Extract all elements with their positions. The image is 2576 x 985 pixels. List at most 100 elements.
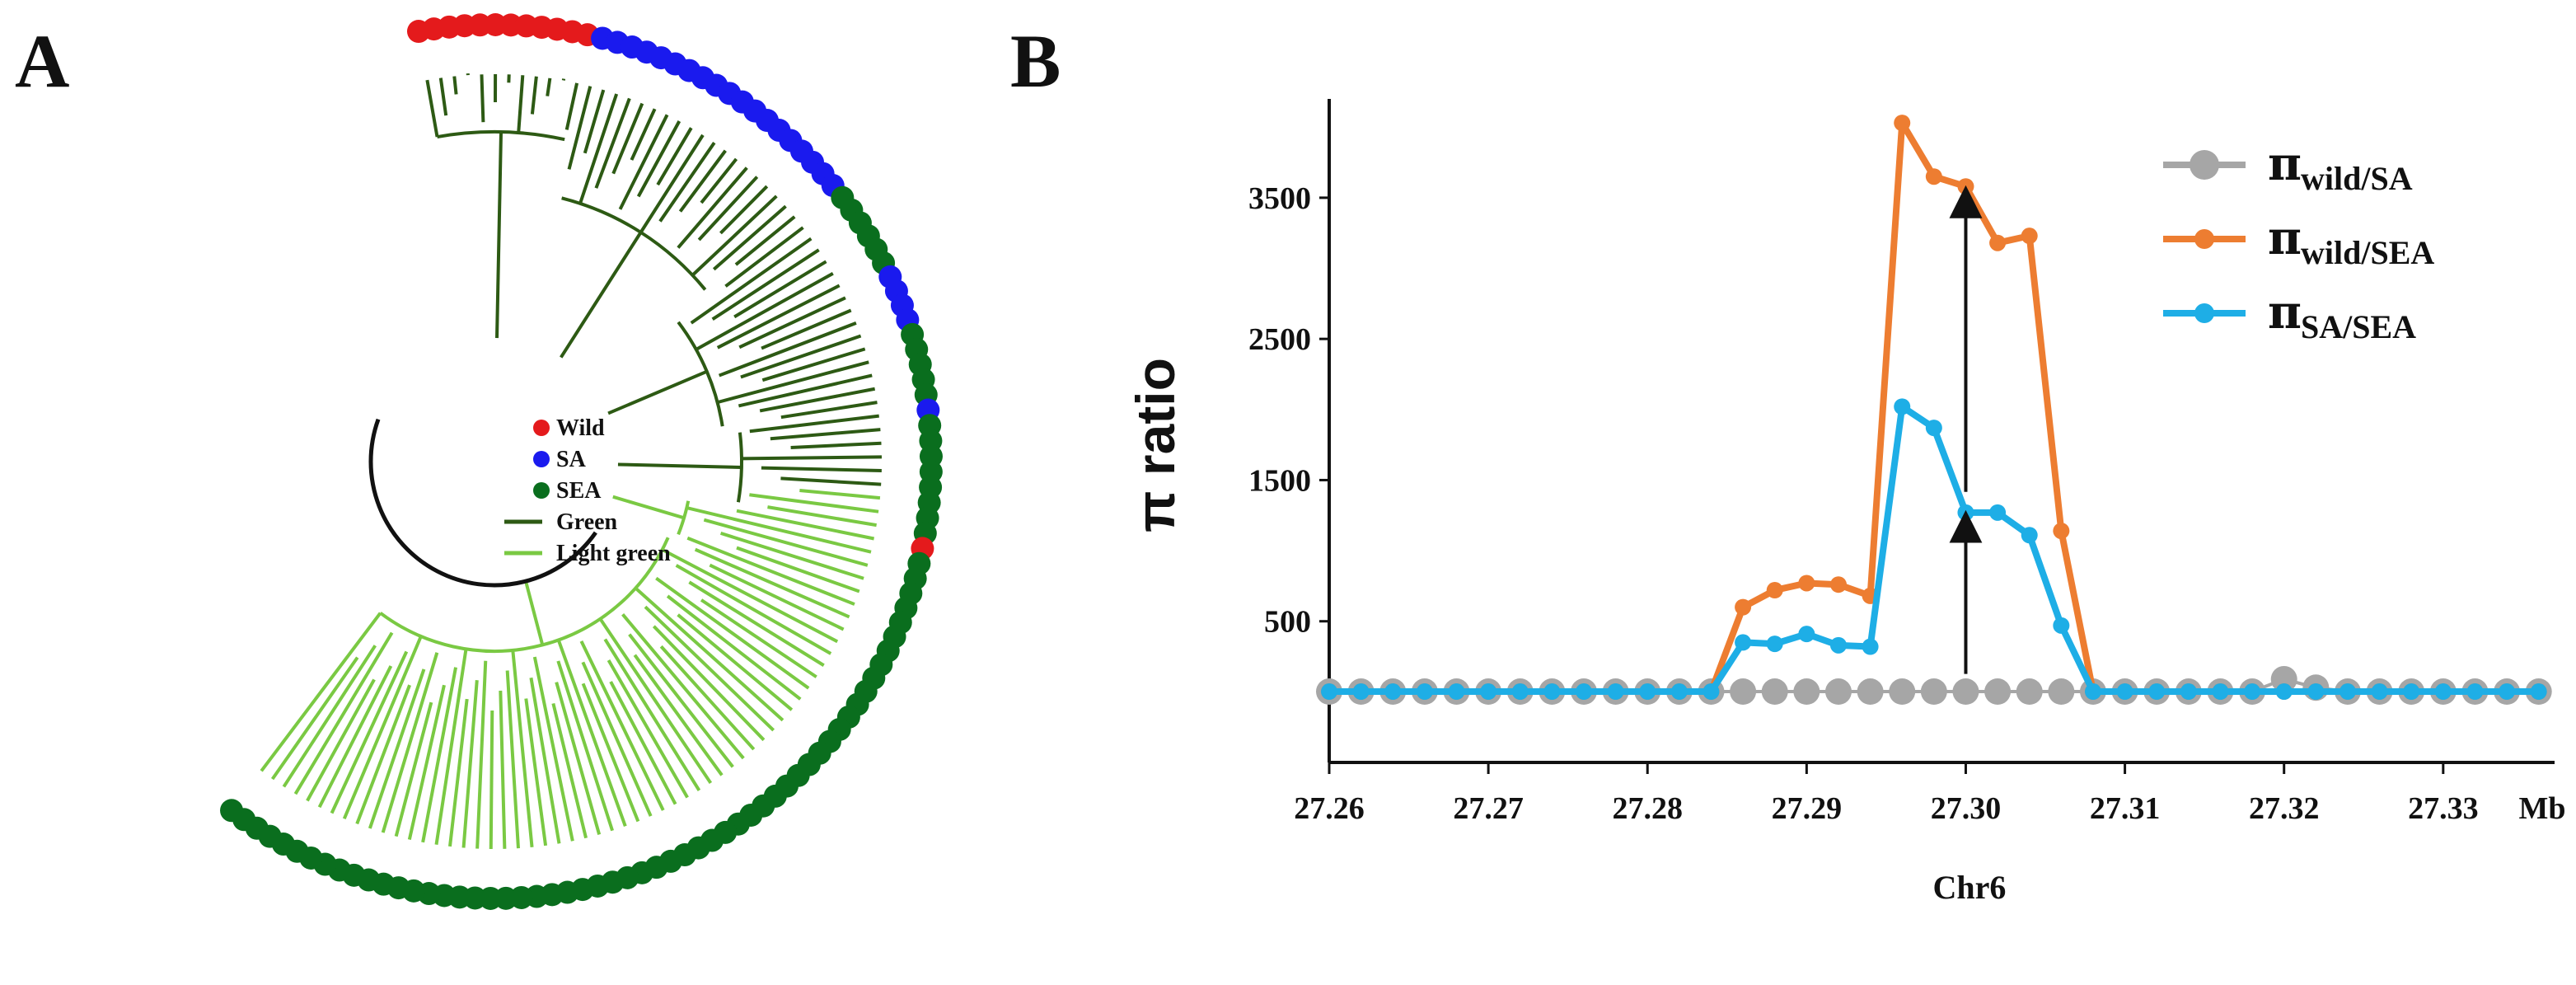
tree-leaf-branch [749,493,879,514]
tree-leaf-branch [293,631,394,795]
tree-leaf-branch [355,684,411,825]
tree-leaf-branch [686,506,872,554]
series-point [1511,683,1529,701]
x-tick-label: 27.33 [2408,791,2479,826]
panel-a-letter: A [15,19,69,103]
tree-leaf-branch [317,665,393,809]
tree-leaf-branch [618,114,669,210]
series-point [1894,398,1911,415]
series-point [2403,683,2420,701]
legend-subscript: SA/SEA [2301,308,2416,345]
tree-clade-stem [607,369,708,415]
tree-leaf-branch [611,102,644,175]
tree-leaf-branch [603,638,701,792]
series-point [1989,234,2007,251]
tree-leaf-branch [499,690,507,849]
series-point [1730,678,1757,706]
tree-leaf-branch [694,547,850,619]
series-point [1639,683,1656,701]
tree-leaf-branch [761,308,852,350]
tree-leaf-branch [644,605,775,732]
tree-clade-stem [617,462,742,470]
legend-wild-dot [533,420,550,436]
chart-axes: 500 1500 2500 3500 27.26 27.27 27.28 27.29 27.30… [1248,99,2566,826]
tree-leaf-branch [532,656,574,842]
tree-leaf-branch [652,625,766,742]
tree-clade-stem [524,580,545,645]
legend-subscript: wild/SA [2301,160,2413,197]
series-point [2434,683,2452,701]
series-point [1448,683,1465,701]
tree-leaf-branch [759,387,876,413]
series-point [2307,683,2325,701]
series-point [1735,634,1752,651]
tree-leaf-branch [655,576,810,690]
series-point [1793,678,1820,706]
panel-b-letter: B [1010,19,1061,103]
tree-leaf-branch [719,185,769,235]
legend-sa-dot [533,451,550,467]
tree-leaf-branch [700,598,817,678]
tree-leaf-branch [770,428,881,441]
legend-item-1: π wild/SEA [2163,211,2434,271]
series-point [2499,683,2516,701]
series-point [1925,168,1942,185]
series-point [1798,575,1815,592]
tree-leaf-branch [749,414,879,434]
series-point [1735,598,1752,616]
legend-marker [2194,229,2214,249]
x-tick-label: 27.29 [1772,791,1843,826]
series-point [2021,227,2038,245]
legend-wild-label: Wild [556,415,605,441]
tree-leaf-branch [551,702,588,839]
tree-leaf-branch [546,77,552,96]
tree-leaf-branch [639,134,705,233]
tree-leaf-branch [712,204,787,271]
x-unit-label: Mb [2519,791,2566,826]
tree-leaf-branch [475,660,488,849]
tree-leaf-branch [579,640,665,811]
tree-leaf-branch [342,636,423,820]
series-point [1766,636,1783,653]
series-point [1766,582,1783,599]
tree-leaf-branch [761,347,866,382]
tree-clade-stem [612,495,685,520]
tree-leaf-branch [695,271,834,351]
tree-leaf-branch [717,360,869,405]
tree-leaf-branch [567,86,592,170]
tree-leaf-branch [738,373,873,408]
tree-leaf-branch [711,248,820,321]
tree-leaf-branch [724,226,804,288]
legend-light-green-label: Light green [556,541,671,566]
series-point [1352,683,1370,701]
tree-leaf-branch [581,682,640,823]
x-tick-label: 27.32 [2249,791,2320,826]
tree-leaf-branch [628,633,734,768]
tree-leaf-branch [740,334,862,379]
tree-clade-arc [561,196,707,291]
tree-leaf-branch [686,536,855,606]
series-point [1957,504,1974,521]
tree-leaf-branch [425,79,439,138]
tree-leaf-branch [677,167,748,249]
x-tick-label: 27.31 [2090,791,2161,826]
tree-leaf-branch [736,509,875,541]
series-point [2048,678,2075,706]
legend-symbol: π [2268,137,2302,191]
tree-leaf-branch [407,684,446,840]
tree-leaf-branch [489,710,494,849]
tree-leaf-branch [709,563,845,631]
legend-item-2: π SA/SEA [2163,285,2416,345]
series-point [1703,683,1720,701]
series-point [2148,683,2166,701]
tree-leaf-branch [306,678,376,802]
series-line [1329,403,2539,696]
legend-sa-label: SA [556,447,587,472]
series-point [1416,683,1433,701]
tree-leaf-branch [736,546,860,593]
x-axis-title: Chr6 [1933,869,2007,906]
tree-leaf-branch [511,650,534,847]
series-point [2275,683,2293,701]
legend-item-0: π wild/SA [2163,137,2413,197]
tree-leaf-branch [581,661,653,817]
